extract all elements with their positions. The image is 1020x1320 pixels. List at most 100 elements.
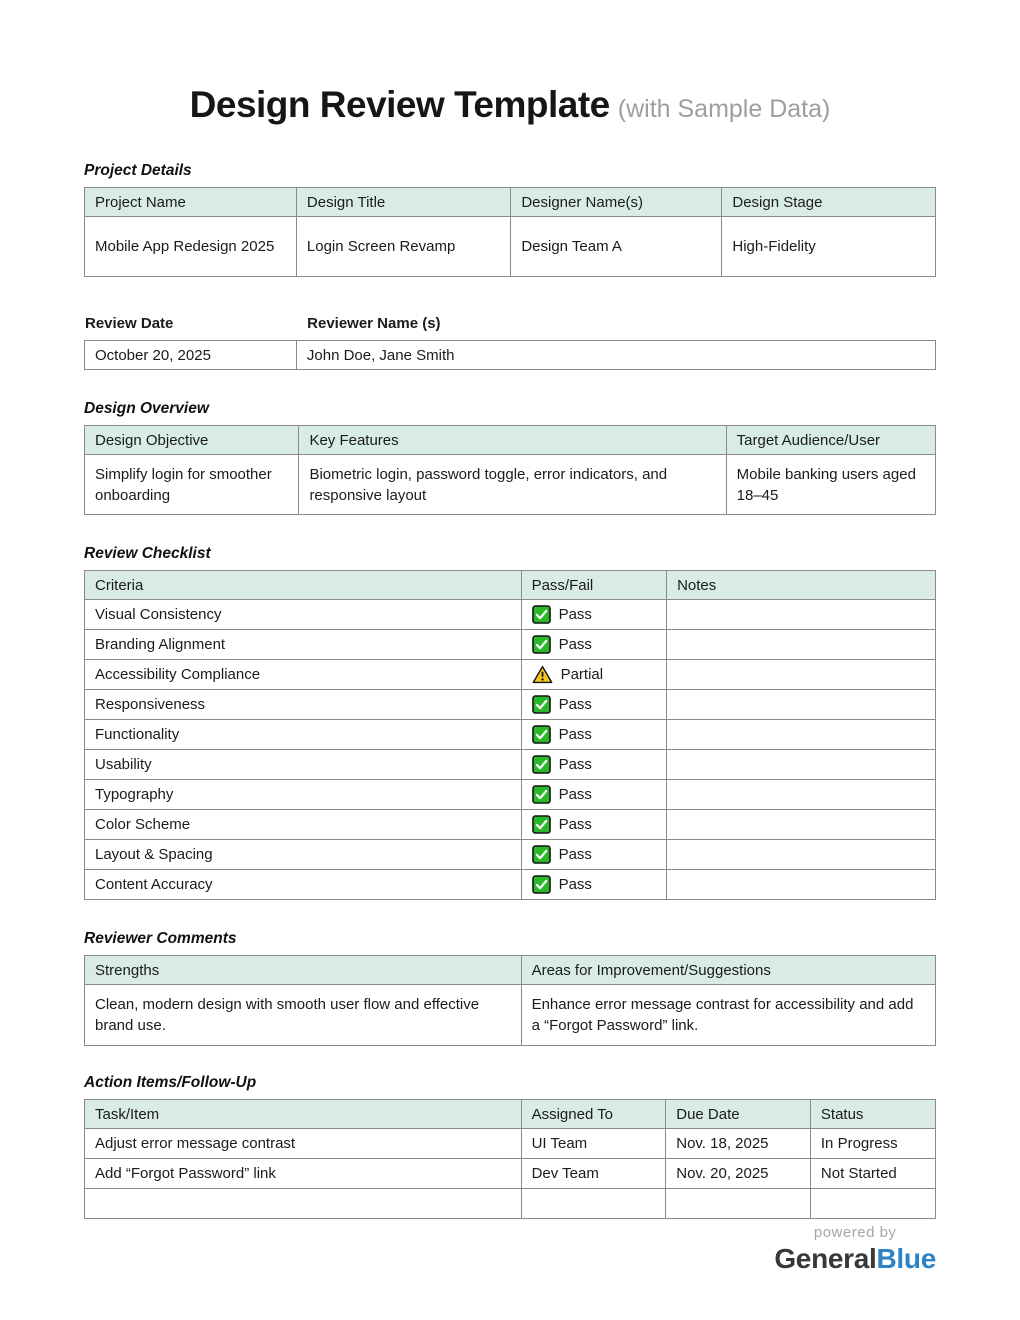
table-header-row: Design Objective Key Features Target Aud… <box>83 425 937 455</box>
column-header: Due Date <box>665 1099 811 1129</box>
project-name-cell: Mobile App Redesign 2025 <box>84 216 297 277</box>
status-label: Pass <box>558 876 592 893</box>
table-row: October 20, 2025 John Doe, Jane Smith <box>84 340 937 370</box>
review-checklist-table: Criteria Pass/Fail Notes Visual Consiste… <box>84 570 936 900</box>
criteria-cell: Content Accuracy <box>84 869 522 900</box>
column-header: Status <box>809 1099 937 1129</box>
status-cell: Pass <box>520 719 668 750</box>
column-header: Target Audience/User <box>725 425 937 455</box>
check-icon <box>531 785 551 804</box>
criteria-cell: Color Scheme <box>84 809 522 840</box>
status-label: Pass <box>558 786 592 803</box>
check-icon <box>531 605 551 624</box>
criteria-cell: Branding Alignment <box>84 629 522 660</box>
status-cell: Not Started <box>809 1158 937 1189</box>
design-stage-cell: High-Fidelity <box>721 216 936 277</box>
column-header: Criteria <box>84 570 522 600</box>
reviewer-name-label: Reviewer Name (s) <box>307 315 441 332</box>
check-icon <box>531 695 551 714</box>
check-icon <box>531 725 551 744</box>
section-heading-project-details: Project Details <box>84 162 192 179</box>
task-cell: Adjust error message contrast <box>84 1128 522 1159</box>
table-row: Responsiveness Pass <box>84 689 936 720</box>
status-cell: Pass <box>520 869 668 900</box>
check-icon <box>531 845 551 864</box>
check-icon <box>531 875 551 894</box>
status-cell: Pass <box>520 809 668 840</box>
due-date-cell: Nov. 20, 2025 <box>665 1158 811 1189</box>
improvements-cell: Enhance error message contrast for acces… <box>520 984 937 1046</box>
status-cell <box>809 1188 937 1219</box>
table-row: Functionality Pass <box>84 719 936 750</box>
table-row: Simplify login for smoother onboarding B… <box>83 454 937 515</box>
column-header: Strengths <box>84 955 522 985</box>
assigned-to-cell: UI Team <box>520 1128 667 1159</box>
table-row: Accessibility Compliance Partial <box>84 659 936 690</box>
section-heading-reviewer-comments: Reviewer Comments <box>84 930 237 947</box>
table-row-empty <box>84 1188 937 1219</box>
table-row: Branding Alignment Pass <box>84 629 936 660</box>
brand-general: General <box>774 1243 877 1274</box>
status-cell: In Progress <box>809 1128 937 1159</box>
table-header-row: Strengths Areas for Improvement/Suggesti… <box>84 955 937 985</box>
assigned-to-cell <box>520 1188 667 1219</box>
review-date-label: Review Date <box>85 315 174 332</box>
column-header: Design Objective <box>83 425 300 455</box>
table-header-row: Criteria Pass/Fail Notes <box>84 570 936 600</box>
column-header: Key Features <box>298 425 727 455</box>
status-cell: Pass <box>520 629 668 660</box>
due-date-cell <box>665 1188 811 1219</box>
notes-cell <box>666 659 936 690</box>
table-header-row: Project Name Design Title Designer Name(… <box>84 187 936 217</box>
review-info-labels: Review Date Reviewer Name (s) <box>84 315 936 332</box>
design-overview-table: Design Objective Key Features Target Aud… <box>83 425 937 515</box>
criteria-cell: Responsiveness <box>84 689 522 720</box>
due-date-cell: Nov. 18, 2025 <box>665 1128 811 1159</box>
status-label: Partial <box>560 666 604 683</box>
column-header: Project Name <box>84 187 297 217</box>
check-icon <box>531 635 551 654</box>
criteria-cell: Accessibility Compliance <box>84 659 522 690</box>
project-details-table: Project Name Design Title Designer Name(… <box>84 187 936 277</box>
status-cell: Pass <box>520 779 668 810</box>
column-header: Assigned To <box>520 1099 667 1129</box>
document-page: Design Review Template (with Sample Data)… <box>0 80 1020 1219</box>
notes-cell <box>666 869 936 900</box>
check-icon <box>531 755 551 774</box>
warning-icon <box>532 665 553 684</box>
status-label: Pass <box>558 816 592 833</box>
reviewer-comments-table: Strengths Areas for Improvement/Suggesti… <box>84 955 937 1046</box>
status-cell: Pass <box>520 749 668 780</box>
target-audience-cell: Mobile banking users aged 18–45 <box>725 454 937 515</box>
criteria-cell: Visual Consistency <box>84 599 522 630</box>
column-header: Task/Item <box>84 1099 522 1129</box>
action-items-table: Task/Item Assigned To Due Date Status Ad… <box>84 1099 937 1219</box>
notes-cell <box>666 839 936 870</box>
column-header: Areas for Improvement/Suggestions <box>520 955 937 985</box>
criteria-cell: Functionality <box>84 719 522 750</box>
check-icon <box>531 815 551 834</box>
table-row: Visual Consistency Pass <box>84 599 936 630</box>
review-info-table: October 20, 2025 John Doe, Jane Smith <box>84 340 937 370</box>
column-header: Notes <box>666 570 936 600</box>
table-row: Add “Forgot Password” link Dev Team Nov.… <box>84 1158 937 1189</box>
section-heading-action-items: Action Items/Follow-Up <box>84 1074 257 1091</box>
status-cell: Pass <box>520 839 668 870</box>
status-label: Pass <box>558 756 592 773</box>
strengths-cell: Clean, modern design with smooth user fl… <box>84 984 522 1046</box>
criteria-cell: Typography <box>84 779 522 810</box>
notes-cell <box>666 599 936 630</box>
table-header-row: Task/Item Assigned To Due Date Status <box>84 1099 937 1129</box>
powered-by-text: powered by <box>813 1224 897 1241</box>
column-header: Design Title <box>295 187 512 217</box>
task-cell: Add “Forgot Password” link <box>84 1158 522 1189</box>
design-objective-cell: Simplify login for smoother onboarding <box>83 454 300 515</box>
notes-cell <box>666 629 936 660</box>
table-row: Usability Pass <box>84 749 936 780</box>
assigned-to-cell: Dev Team <box>520 1158 667 1189</box>
table-row: Mobile App Redesign 2025 Login Screen Re… <box>84 216 936 277</box>
table-row: Color Scheme Pass <box>84 809 936 840</box>
generalblue-logo: GeneralBlue <box>774 1242 936 1276</box>
design-title-cell: Login Screen Revamp <box>295 216 512 277</box>
column-header: Design Stage <box>721 187 936 217</box>
